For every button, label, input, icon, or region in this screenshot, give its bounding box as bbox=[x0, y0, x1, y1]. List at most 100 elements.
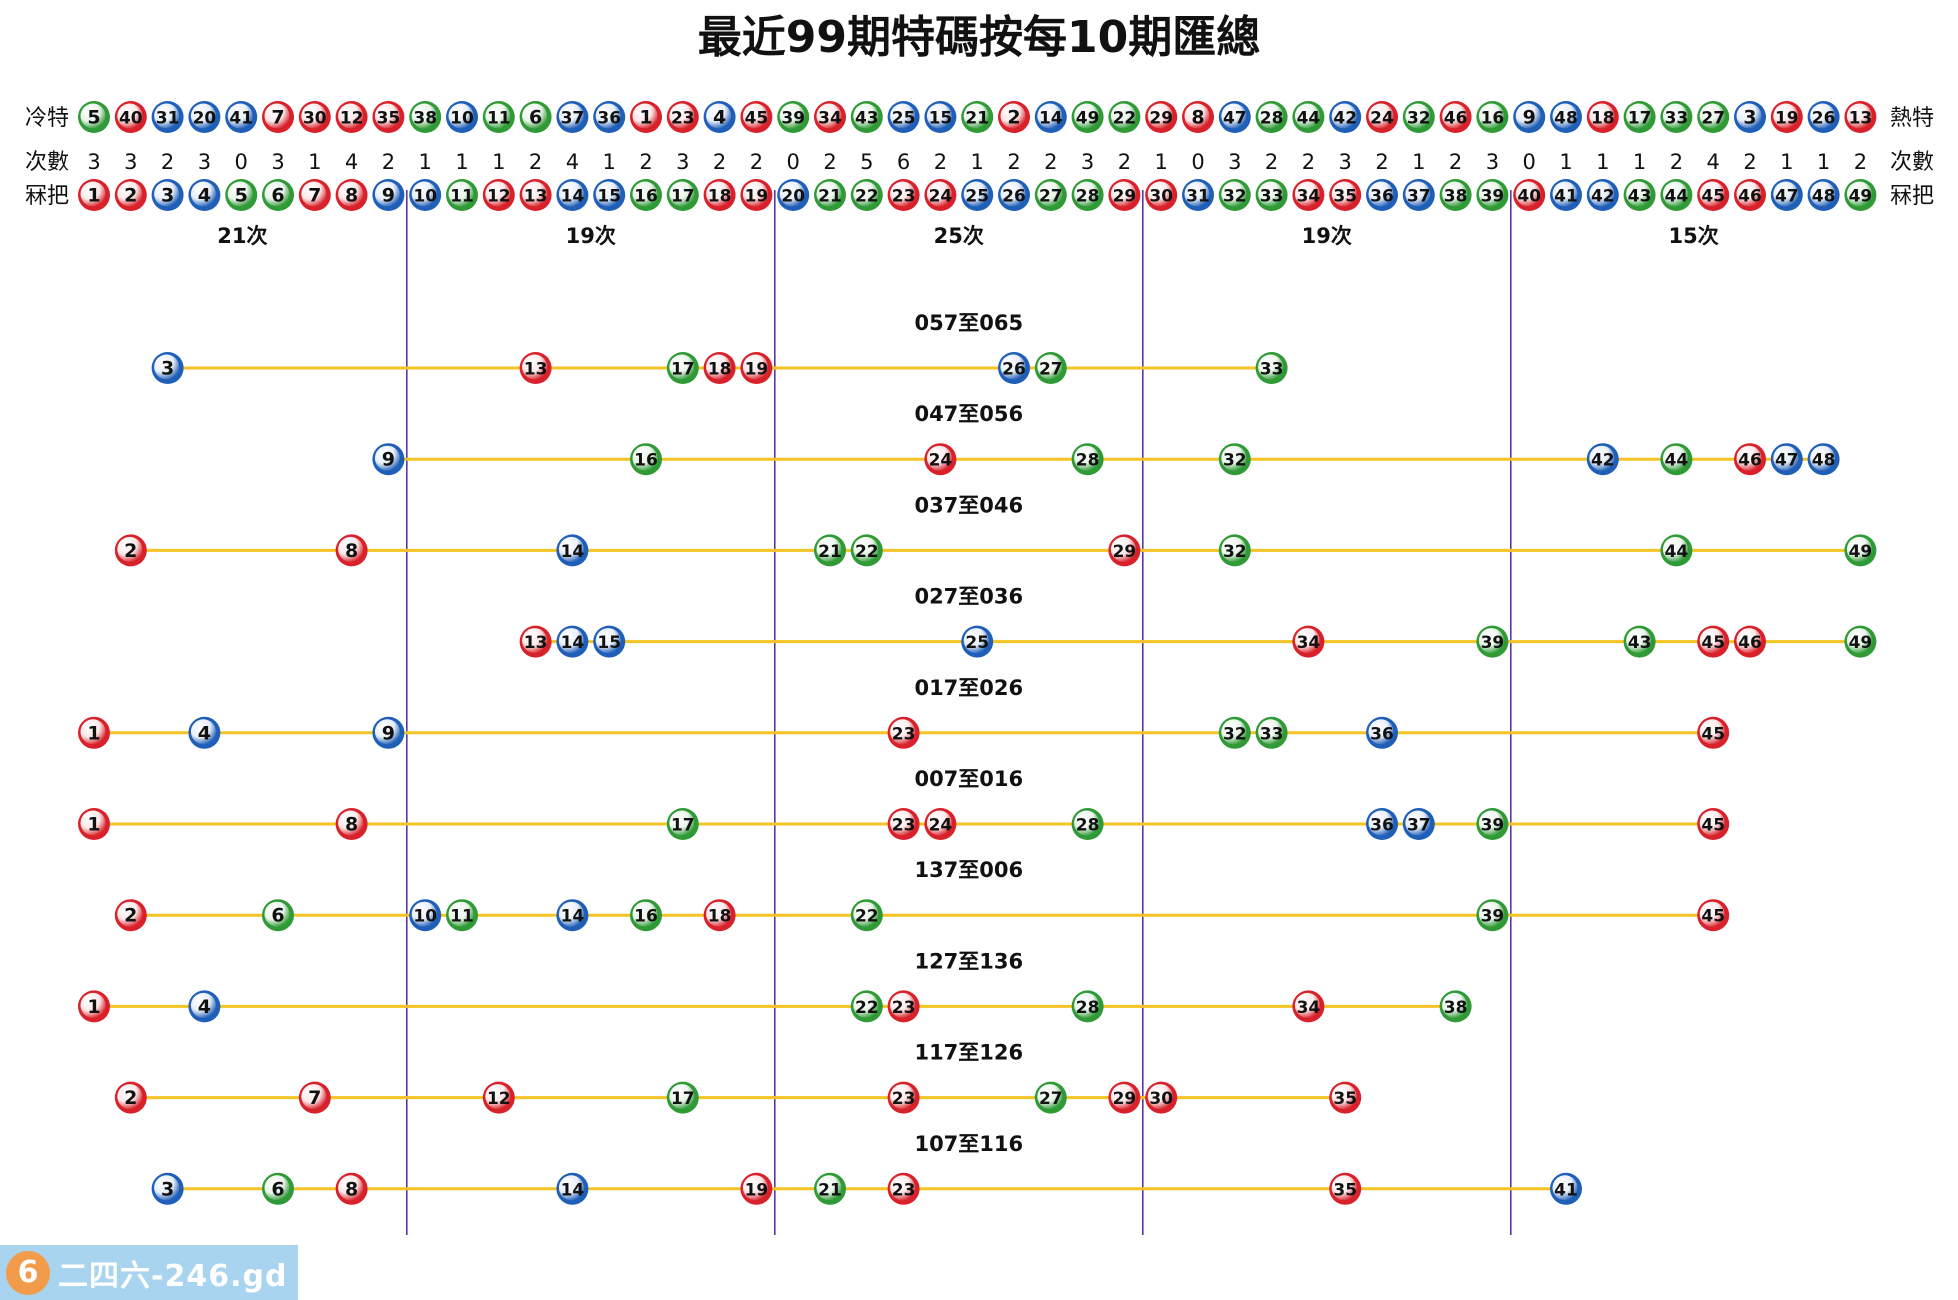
number-ball: 25 bbox=[961, 179, 994, 211]
period-ball: 14 bbox=[556, 625, 589, 658]
ball-number: 49 bbox=[1849, 187, 1873, 207]
ball-number: 10 bbox=[413, 907, 437, 927]
period-ball: 32 bbox=[1218, 443, 1251, 476]
period-ball: 2 bbox=[114, 1081, 147, 1114]
period-ball: 21 bbox=[814, 534, 846, 567]
hot-cold-ball: 17 bbox=[1623, 101, 1656, 133]
ball-number: 14 bbox=[561, 907, 585, 927]
number-ball: 49 bbox=[1844, 179, 1877, 211]
ball-number: 38 bbox=[1444, 187, 1468, 207]
ball-number: 12 bbox=[340, 109, 364, 129]
ball-number: 16 bbox=[634, 187, 658, 207]
number-label-right: 冧把 bbox=[1890, 184, 1934, 209]
ball-number: 18 bbox=[1591, 109, 1615, 129]
count-value: 0 bbox=[1191, 150, 1204, 174]
period-ball: 46 bbox=[1734, 625, 1766, 658]
ball-number: 43 bbox=[1628, 187, 1652, 207]
ball-number: 19 bbox=[745, 360, 769, 380]
count-value: 4 bbox=[1707, 150, 1720, 174]
count-value: 1 bbox=[455, 150, 468, 174]
count-value: 2 bbox=[1044, 150, 1057, 174]
period-ball: 45 bbox=[1697, 899, 1730, 932]
ball-number: 34 bbox=[818, 109, 842, 129]
number-ball: 28 bbox=[1071, 179, 1104, 211]
ball-number: 36 bbox=[1370, 816, 1394, 836]
period-ball: 8 bbox=[335, 534, 368, 567]
ball-number: 30 bbox=[1149, 187, 1173, 207]
ball-number: 21 bbox=[818, 1180, 842, 1200]
count-value: 1 bbox=[1780, 150, 1793, 174]
hot-cold-ball: 20 bbox=[188, 101, 221, 133]
number-ball: 19 bbox=[740, 179, 773, 211]
ball-number: 35 bbox=[377, 109, 401, 129]
ball-number: 37 bbox=[1407, 816, 1431, 836]
count-value: 1 bbox=[1559, 150, 1572, 174]
number-ball: 27 bbox=[1034, 179, 1067, 211]
hot-cold-ball: 21 bbox=[961, 101, 994, 133]
ball-number: 43 bbox=[1628, 633, 1652, 653]
watermark: 6 二四六-246.gd bbox=[0, 1245, 298, 1300]
ball-number: 3 bbox=[161, 185, 174, 207]
hot-cold-ball: 28 bbox=[1255, 101, 1288, 133]
ball-number: 38 bbox=[1444, 998, 1468, 1018]
ball-number: 39 bbox=[1481, 633, 1505, 653]
period-ball: 28 bbox=[1071, 443, 1104, 476]
number-ball: 26 bbox=[998, 179, 1030, 211]
ball-number: 23 bbox=[892, 724, 916, 744]
ball-number: 33 bbox=[1665, 109, 1689, 129]
count-value: 2 bbox=[1743, 150, 1756, 174]
ball-number: 44 bbox=[1665, 542, 1689, 562]
ball-number: 37 bbox=[561, 109, 585, 129]
ball-number: 4 bbox=[198, 185, 211, 207]
hot-label: 熱特 bbox=[1890, 106, 1934, 131]
period-ball: 27 bbox=[1034, 352, 1067, 384]
watermark-text: 二四六-246.gd bbox=[58, 1258, 288, 1294]
period-ball: 23 bbox=[887, 1081, 920, 1114]
count-value: 5 bbox=[860, 150, 873, 174]
ball-number: 2 bbox=[124, 540, 137, 562]
count-value: 3 bbox=[1228, 150, 1241, 174]
ball-number: 22 bbox=[855, 542, 879, 562]
count-value: 4 bbox=[345, 150, 358, 174]
period-ball: 27 bbox=[1034, 1081, 1067, 1114]
ball-number: 22 bbox=[855, 998, 879, 1018]
ball-number: 7 bbox=[308, 1087, 321, 1109]
ball-number: 23 bbox=[892, 998, 916, 1018]
period-ball: 32 bbox=[1218, 534, 1251, 567]
hot-cold-ball: 2 bbox=[998, 101, 1030, 133]
hot-cold-ball: 48 bbox=[1550, 101, 1582, 133]
count-value: 1 bbox=[1155, 150, 1168, 174]
ball-number: 23 bbox=[892, 187, 916, 207]
period-ball: 39 bbox=[1476, 808, 1509, 840]
ball-number: 11 bbox=[487, 109, 511, 129]
period-ball: 23 bbox=[887, 716, 920, 749]
ball-number: 16 bbox=[1481, 109, 1505, 129]
period-ball: 8 bbox=[335, 1172, 368, 1205]
ball-number: 32 bbox=[1223, 542, 1247, 562]
period-ball: 36 bbox=[1366, 808, 1398, 840]
ball-number: 14 bbox=[561, 633, 585, 653]
count-value: 1 bbox=[1633, 150, 1646, 174]
ball-number: 14 bbox=[561, 187, 585, 207]
ball-number: 9 bbox=[1523, 107, 1536, 129]
ball-number: 1 bbox=[87, 814, 100, 836]
ball-number: 12 bbox=[487, 1089, 511, 1109]
ball-number: 25 bbox=[965, 187, 989, 207]
period-ball: 35 bbox=[1329, 1172, 1362, 1205]
period-label: 007至016 bbox=[914, 767, 1023, 791]
period-ball: 34 bbox=[1292, 625, 1325, 658]
hot-cold-ball: 6 bbox=[519, 101, 552, 133]
number-ball: 6 bbox=[262, 179, 294, 211]
ball-number: 15 bbox=[597, 633, 621, 653]
ball-number: 35 bbox=[1333, 1180, 1357, 1200]
ball-number: 34 bbox=[1297, 998, 1321, 1018]
ball-number: 44 bbox=[1665, 451, 1689, 471]
period-ball: 26 bbox=[998, 352, 1030, 384]
number-ball: 14 bbox=[556, 179, 589, 211]
ball-number: 6 bbox=[529, 107, 542, 129]
number-ball: 47 bbox=[1770, 179, 1803, 211]
number-ball: 42 bbox=[1586, 179, 1619, 211]
number-ball: 34 bbox=[1292, 179, 1325, 211]
ball-number: 1 bbox=[87, 996, 100, 1018]
